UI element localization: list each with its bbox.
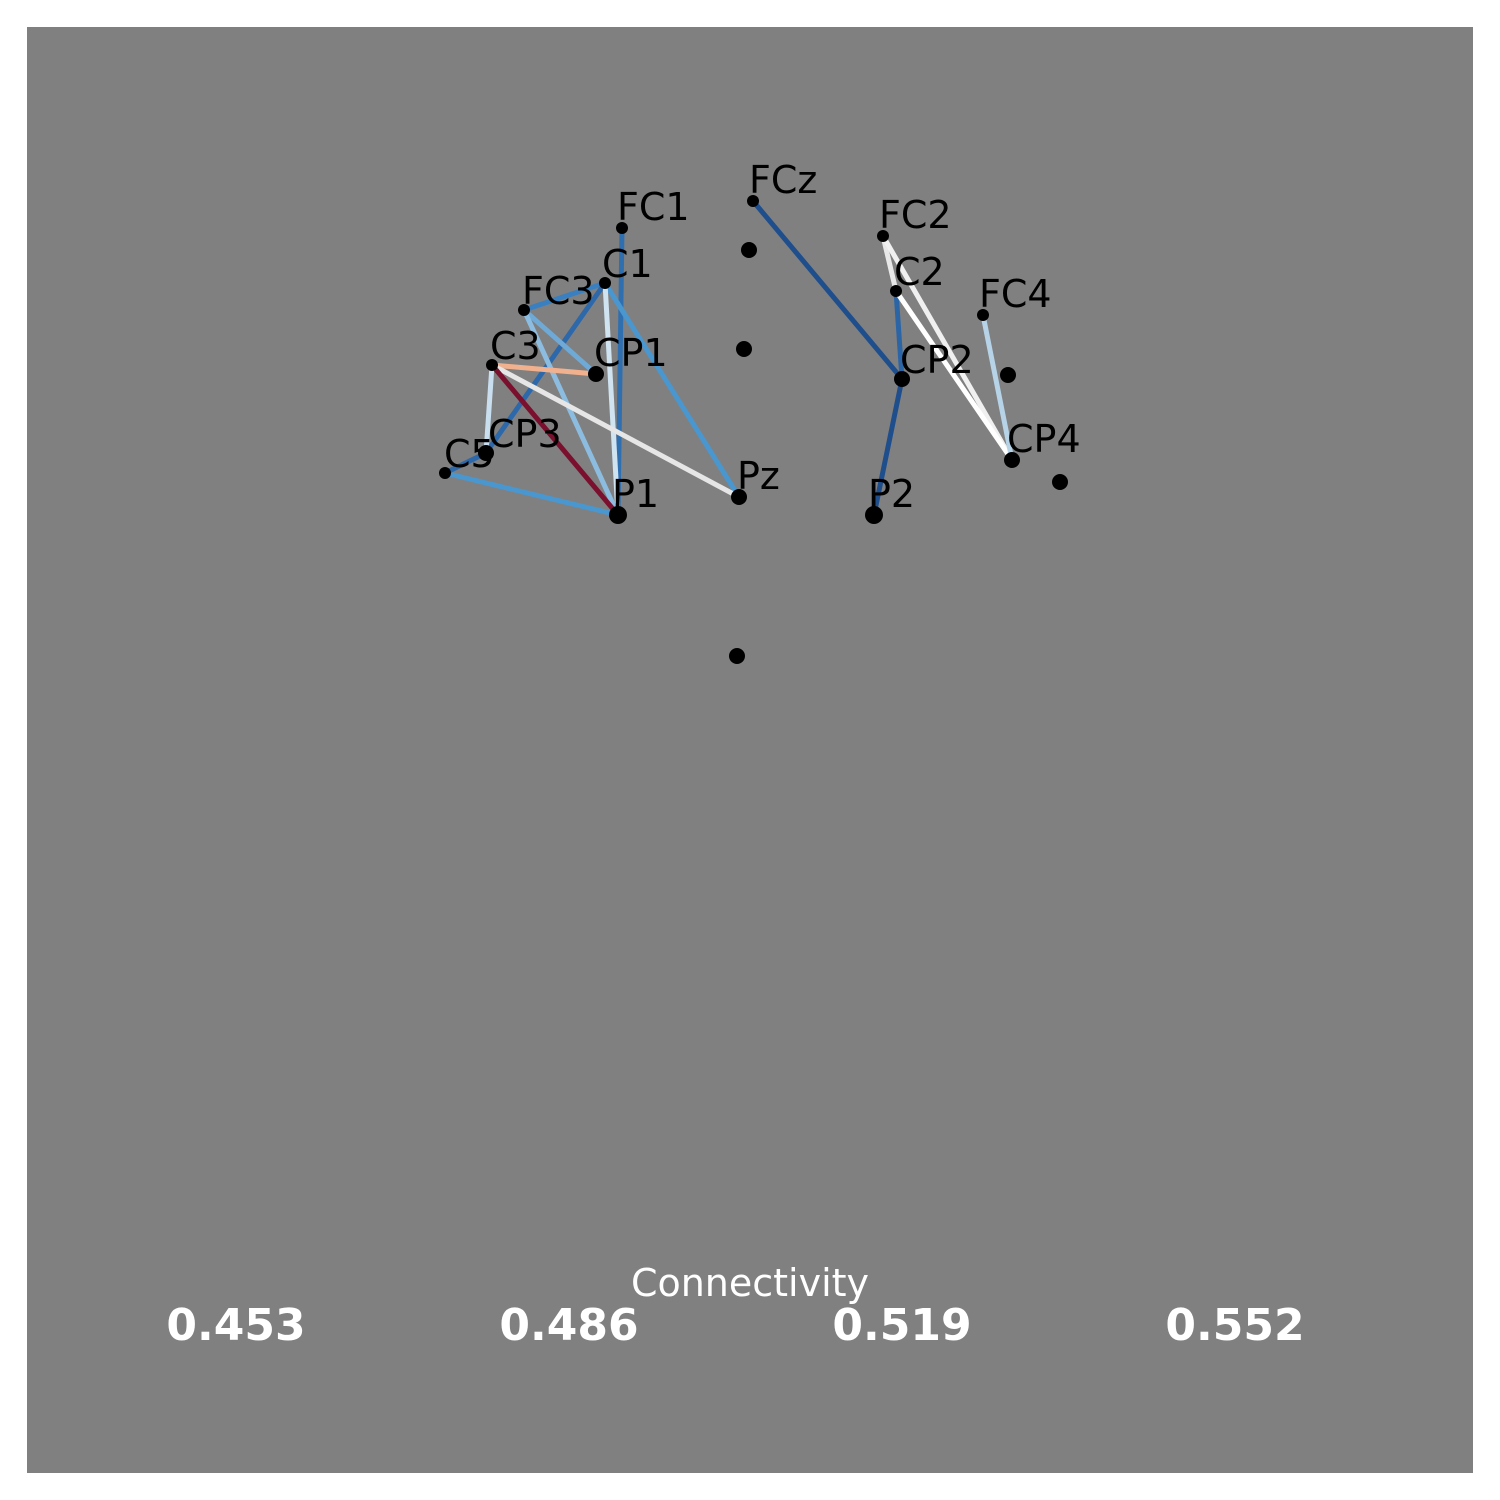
electrode-node-CP1[interactable] [588,366,604,382]
electrode-node-CP2[interactable] [894,371,910,387]
edge-FC2-CP4 [880,233,1015,463]
electrode-label-C2: C2 [894,250,945,294]
electrode-node-FCz[interactable] [747,195,759,207]
colorbar-tick-label: 0.519 [832,1300,971,1351]
electrode-label-C3: C3 [490,324,541,368]
electrode-label-FCz: FCz [749,158,817,202]
edge-C3-P1 [489,362,621,518]
electrode-label-FC1: FC1 [617,185,690,229]
edge-FCz-CP2 [750,198,905,382]
electrode-label-P2: P2 [868,472,915,516]
edge-FC3-P1 [521,307,621,518]
edge-FC3-CP1 [521,307,599,377]
electrode-label-C5: C5 [444,432,495,476]
electrode-node-C5[interactable] [439,467,451,479]
edge-CP2-P2 [871,376,905,518]
electrode-node-CP3[interactable] [478,445,494,461]
electrode-label-Pz: Pz [737,454,780,498]
electrode-node-CP4[interactable] [1004,452,1020,468]
electrode-node-P2[interactable] [865,506,883,524]
edge-FC4-CP4 [980,312,1015,463]
electrode-node-u2[interactable] [736,341,752,357]
edge-C5-P1 [442,470,621,518]
edge-C1-Pz [602,280,742,500]
electrode-label-FC4: FC4 [979,272,1052,316]
electrode-node-FC4[interactable] [977,309,989,321]
electrode-node-Pz[interactable] [731,489,747,505]
electrode-node-FC1[interactable] [616,222,628,234]
electrode-label-CP3: CP3 [488,412,562,456]
electrode-label-CP2: CP2 [900,338,974,382]
electrode-label-FC3: FC3 [522,269,595,313]
electrode-node-P1[interactable] [609,506,627,524]
edge-C2-CP2 [893,288,905,382]
electrode-node-FC3[interactable] [518,304,530,316]
colorbar-title: Connectivity [631,1261,869,1305]
edge-C3-CP1 [489,362,599,377]
electrode-node-u5[interactable] [729,648,745,664]
3d-render-viewport[interactable]: FC1 FCz FC2 C1 FC3 C2 FC4 C3 CP1 CP2 CP3 C5 CP4 Pz P1 P… [27,27,1473,1473]
electrode-node-u4[interactable] [1052,474,1068,490]
electrode-node-u3[interactable] [1000,367,1016,383]
electrode-node-FC2[interactable] [877,230,889,242]
electrode-node-C1[interactable] [599,277,611,289]
electrode-label-FC2: FC2 [879,193,952,237]
edge-FC1-P1 [615,225,625,518]
edge-C2-CP4 [893,288,1015,463]
edge-C3-CP3 [483,362,495,456]
colorbar-ticks: 0.453 0.486 0.519 0.552 [166,1300,1304,1351]
edge-C3-Pz [489,362,742,500]
electrode-label-CP1: CP1 [594,331,668,375]
electrode-node-u1[interactable] [741,242,757,258]
edge-FC2-C2 [880,233,899,294]
colorbar-tick-label: 0.453 [166,1300,305,1351]
colorbar-tick-label: 0.486 [499,1300,638,1351]
electrode-node-C3[interactable] [486,359,498,371]
electrode-nodes [439,195,1068,664]
electrode-node-C2[interactable] [890,285,902,297]
connection-edges [442,198,1015,518]
edge-C1-P1 [602,280,621,518]
edge-C1-FC3 [521,280,608,313]
colorbar-tick-label: 0.552 [1165,1300,1304,1351]
electrode-label-CP4: CP4 [1007,417,1081,461]
electrode-label-P1: P1 [612,472,659,516]
electrode-label-C1: C1 [602,242,653,286]
